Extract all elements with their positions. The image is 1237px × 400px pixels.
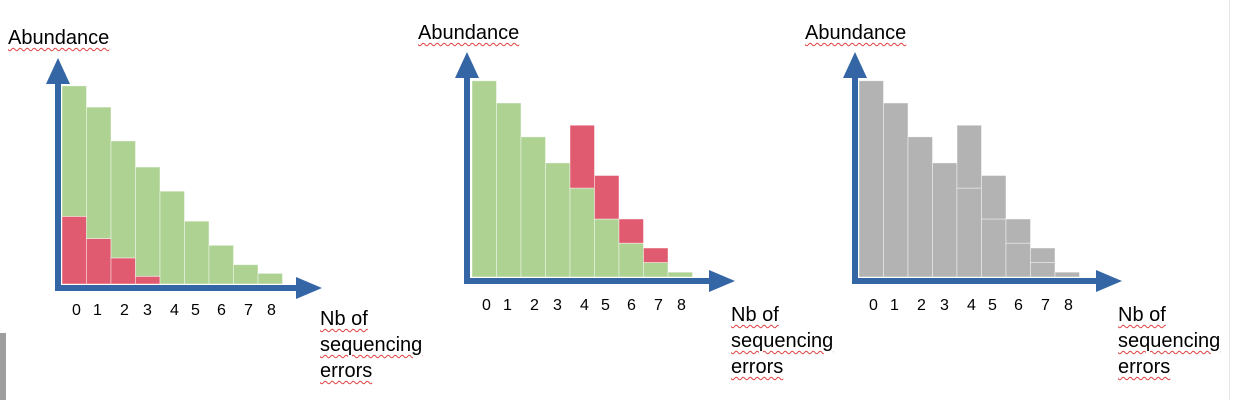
- bar-segment: [110, 257, 136, 285]
- bar-segment: [496, 102, 522, 278]
- bar-segment: [110, 140, 136, 259]
- x-axis-arrow: [709, 270, 735, 292]
- bar-segment: [135, 275, 161, 285]
- bar-segment: [86, 106, 112, 239]
- bar-segment: [981, 218, 1007, 278]
- bar-segment: [1030, 247, 1056, 263]
- bar-segment: [569, 187, 595, 278]
- scroll-handle[interactable]: [0, 333, 6, 400]
- x-tick-label: 6: [217, 302, 226, 319]
- bar-segment: [208, 244, 234, 285]
- x-tick-label: 0: [482, 297, 491, 314]
- x-tick-label: 7: [1041, 297, 1050, 314]
- bar-segment: [233, 264, 259, 285]
- bar-segment: [61, 215, 87, 285]
- x-tick-label: 8: [677, 297, 686, 314]
- x-tick-label: 1: [890, 297, 899, 314]
- x-tick-label: 5: [988, 297, 997, 314]
- y-axis-label: Abundance: [418, 22, 520, 44]
- bar-segment: [883, 102, 909, 278]
- x-tick-label: 1: [503, 297, 512, 314]
- x-tick-label: 3: [143, 302, 152, 319]
- bar-segment: [932, 162, 958, 278]
- bar-segment: [471, 80, 497, 278]
- x-tick-label: 2: [120, 302, 129, 319]
- x-tick-label: 5: [191, 302, 200, 319]
- bar-segment: [618, 218, 644, 244]
- bar-segment: [184, 220, 210, 285]
- x-tick-label: 4: [580, 297, 589, 314]
- bar-segment: [520, 136, 546, 278]
- x-tick-label: 7: [654, 297, 663, 314]
- bar-segment: [61, 85, 87, 217]
- bar-segment: [643, 262, 669, 278]
- x-axis-label: Nb of sequencing errors: [731, 304, 834, 378]
- bar-segment: [1054, 271, 1080, 278]
- x-tick-label: 8: [1064, 297, 1073, 314]
- bar-segment: [594, 218, 620, 278]
- bar-segment: [981, 175, 1007, 220]
- bar-segment: [1005, 242, 1031, 278]
- bar-segment: [907, 136, 933, 278]
- bar-segment: [594, 175, 620, 220]
- y-axis-arrow: [455, 52, 479, 78]
- bar-segment: [956, 187, 982, 278]
- x-tick-label: 0: [869, 297, 878, 314]
- bar-segment: [1030, 262, 1056, 278]
- x-tick-label: 3: [940, 297, 949, 314]
- x-axis-label: Nb of sequencing errors: [1118, 304, 1221, 378]
- x-tick-label: 1: [93, 302, 102, 319]
- x-tick-label: 7: [244, 302, 253, 319]
- bar-segment: [159, 190, 185, 285]
- x-tick-label: 6: [627, 297, 636, 314]
- x-axis-arrow: [296, 277, 322, 299]
- y-axis-arrow: [46, 58, 70, 84]
- x-tick-label: 8: [267, 302, 276, 319]
- bar-segment: [858, 80, 884, 278]
- y-axis-label: Abundance: [8, 27, 110, 49]
- x-axis-label: Nb of sequencing errors: [320, 308, 423, 382]
- x-tick-label: 3: [553, 297, 562, 314]
- bar-segment: [569, 124, 595, 189]
- x-tick-label: 4: [967, 297, 976, 314]
- x-axis-arrow: [1096, 270, 1122, 292]
- x-tick-label: 2: [917, 297, 926, 314]
- bar-segment: [257, 272, 283, 285]
- bar-segment: [956, 124, 982, 189]
- bar-segment: [667, 271, 693, 278]
- bar-segment: [135, 166, 161, 277]
- x-tick-label: 4: [170, 302, 179, 319]
- page-edge: [1229, 0, 1230, 400]
- y-axis-label: Abundance: [805, 22, 907, 44]
- bar-segment: [618, 242, 644, 278]
- bar-segment: [545, 162, 571, 278]
- bar-segment: [1005, 218, 1031, 244]
- x-tick-label: 6: [1014, 297, 1023, 314]
- x-tick-label: 0: [72, 302, 81, 319]
- bar-segment: [643, 247, 669, 263]
- bar-segment: [86, 238, 112, 285]
- y-axis-arrow: [843, 52, 867, 78]
- x-tick-label: 2: [530, 297, 539, 314]
- x-tick-label: 5: [601, 297, 610, 314]
